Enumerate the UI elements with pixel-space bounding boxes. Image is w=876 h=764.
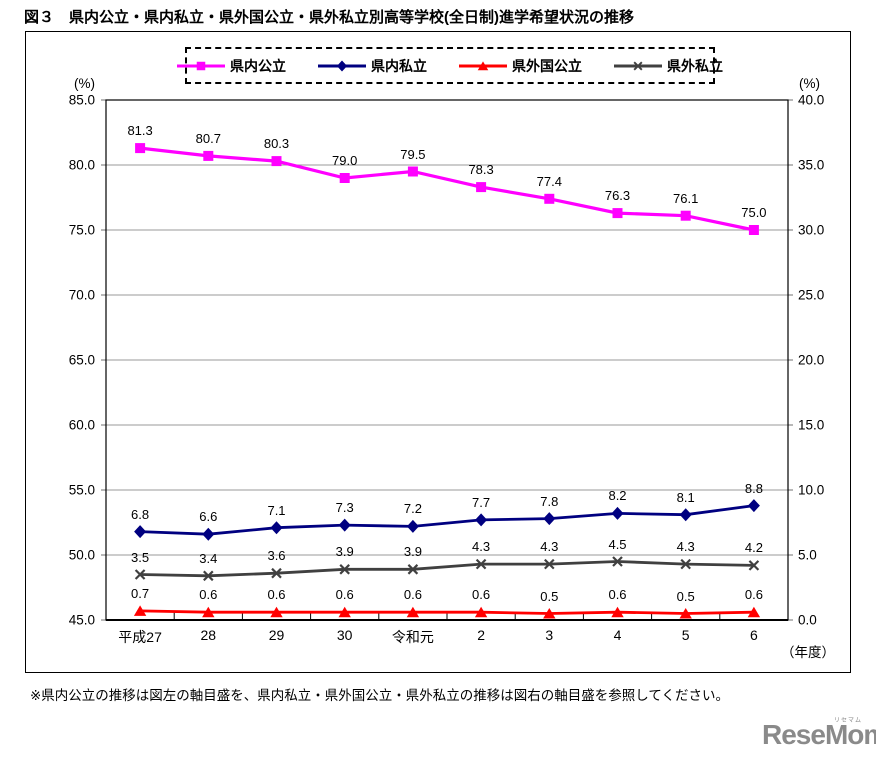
legend-item-0: 県内公立 [177, 56, 286, 76]
marker-square-icon [196, 61, 206, 70]
marker-x-icon [633, 61, 643, 70]
legend-marker-diamond-icon [318, 59, 366, 72]
legend-label: 県外私立 [667, 57, 723, 74]
page-title: 図３ 県内公立・県内私立・県外国公立・県外私立別高等学校(全日制)進学希望状況の… [24, 9, 634, 26]
logo-text: ReseMom. [762, 719, 876, 750]
chart-line [633, 61, 643, 70]
legend-marker-triangle-icon [459, 60, 507, 70]
logo-ruby-text: リセマム [833, 718, 862, 724]
right-axis-unit-label: (%) [799, 76, 820, 91]
legend-item-2: 県外国公立 [459, 56, 582, 76]
legend-label: 県内私立 [371, 57, 427, 74]
marker-diamond-icon [336, 59, 348, 72]
chart-frame [25, 31, 851, 673]
legend-label: 県内公立 [230, 57, 286, 74]
legend-item-1: 県内私立 [318, 56, 427, 76]
legend: 県内公立 県内私立 県外国公立 県外私立 [177, 47, 723, 84]
legend-label: 県外国公立 [512, 57, 582, 74]
legend-item-3: 県外私立 [614, 56, 723, 76]
footnote: ※県内公立の推移は図左の軸目盛を、県内私立・県外国公立・県外私立の推移は図右の軸… [30, 688, 729, 703]
left-axis-unit-label: (%) [74, 76, 95, 91]
legend-marker-square-icon [177, 61, 225, 70]
legend-marker-x-icon [614, 61, 662, 70]
resemom-logo: リセマム ReseMom. [762, 718, 876, 754]
x-axis-unit-label: （年度） [781, 645, 835, 660]
marker-triangle-icon [477, 60, 489, 70]
